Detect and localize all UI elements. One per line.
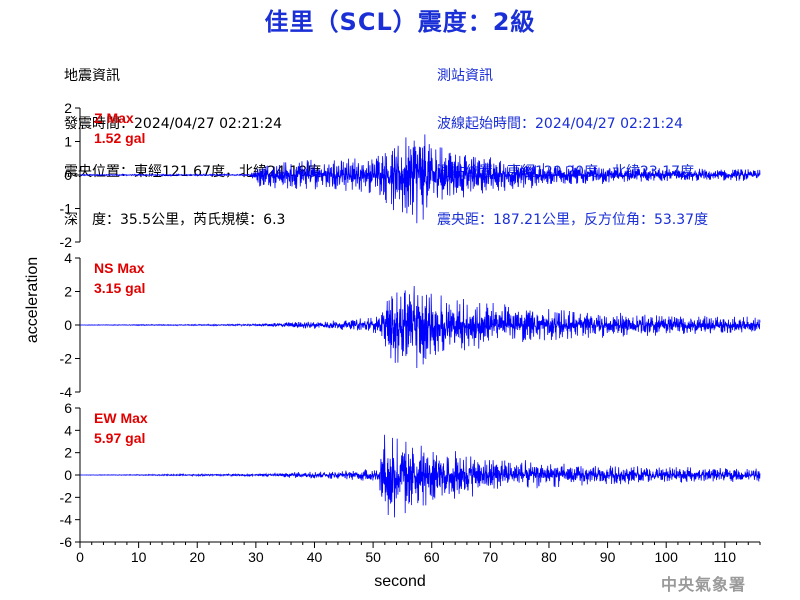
epicentral-distance: 震央距：187.21公里，反方位角：53.37度	[437, 212, 709, 228]
x-tick-label: 110	[714, 549, 737, 565]
z-y-tick-label: 0	[64, 167, 72, 183]
event-info-heading: 地震資訊	[64, 68, 120, 84]
x-tick-label: 90	[600, 549, 616, 565]
ew-y-tick-label: 0	[64, 467, 72, 483]
x-tick-label: 10	[131, 549, 147, 565]
ns-y-tick-label: 4	[64, 250, 72, 266]
ns-y-tick-label: 0	[64, 317, 72, 333]
ew-y-tick-label: 2	[64, 445, 72, 461]
ns-y-tick-label: -4	[60, 384, 73, 400]
ns-y-tick-label: 2	[64, 284, 72, 300]
ew-y-tick-label: 4	[64, 422, 72, 438]
waveform-onset-time: 波線起始時間：2024/04/27 02:21:24	[437, 116, 684, 132]
x-tick-label: 20	[189, 549, 205, 565]
ns-y-tick-label: -2	[60, 351, 73, 367]
ew-y-tick-label: 6	[64, 400, 72, 416]
ew-y-tick-label: -4	[60, 512, 73, 528]
z-y-tick-label: -1	[60, 201, 73, 217]
event-info: 地震資訊 發震時間：2024/04/27 02:21:24 震央位置：東經121…	[64, 36, 321, 244]
z-y-tick-label: -2	[60, 234, 73, 250]
ew-waveform	[79, 434, 761, 518]
z-max-label: Z Max	[94, 110, 134, 126]
agency-credit: 中央氣象署	[660, 575, 746, 594]
ns-waveform	[79, 285, 761, 368]
x-tick-label: 40	[307, 549, 323, 565]
station-info-heading: 測站資訊	[437, 68, 493, 84]
x-tick-label: 80	[541, 549, 557, 565]
x-tick-label: 30	[248, 549, 264, 565]
x-tick-label: 50	[365, 549, 381, 565]
z-y-tick-label: 2	[64, 100, 72, 116]
z-max-value: 1.52 gal	[94, 130, 145, 146]
z-y-tick-label: 1	[64, 134, 72, 150]
ew-y-tick-label: -6	[60, 534, 73, 550]
ns-max-value: 3.15 gal	[94, 280, 145, 296]
y-axis-label: acceleration	[24, 257, 41, 343]
x-tick-label: 0	[76, 549, 84, 565]
ew-y-tick-label: -2	[60, 489, 73, 505]
ew-max-label: EW Max	[94, 410, 148, 426]
x-tick-label: 60	[424, 549, 440, 565]
ew-max-value: 5.97 gal	[94, 430, 145, 446]
depth-magnitude: 深 度：35.5公里，芮氏規模：6.3	[64, 212, 286, 228]
x-tick-label: 100	[655, 549, 679, 565]
station-info: 測站資訊 波線起始時間：2024/04/27 02:21:24 測站位置：東經1…	[437, 36, 708, 244]
event-time: 發震時間：2024/04/27 02:21:24	[64, 116, 283, 132]
ns-max-label: NS Max	[94, 260, 145, 276]
x-tick-label: 70	[483, 549, 499, 565]
page-title: 佳里（SCL）震度：2級	[264, 8, 536, 36]
x-axis-label: second	[374, 573, 426, 590]
z-waveform	[79, 134, 761, 224]
